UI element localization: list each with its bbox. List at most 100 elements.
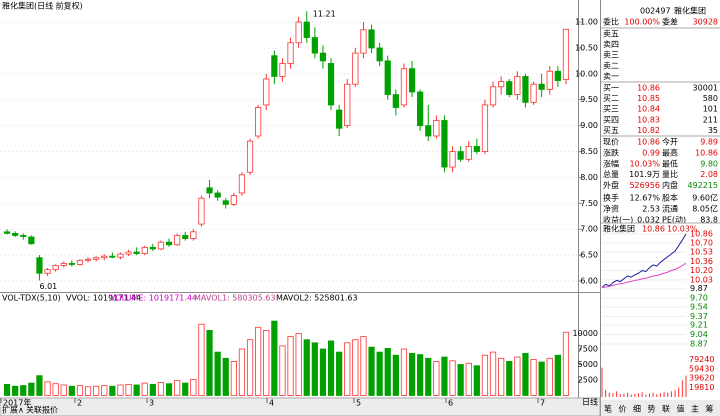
candle-body [562, 28, 570, 80]
y-tick-label: 8.00 [580, 173, 598, 182]
y-tick-label: 10.03 [690, 275, 713, 284]
candle-body [554, 70, 561, 81]
volume-bar [165, 383, 173, 396]
stat-label: 流通 [662, 203, 678, 213]
mini-line [601, 233, 687, 288]
volume-bar [481, 354, 489, 396]
weibi: 委差 [662, 17, 678, 27]
candle-body [287, 42, 294, 64]
y-tick-label: 9.21 [690, 321, 708, 330]
candle-body [93, 257, 100, 260]
candle-body [133, 251, 140, 254]
candle-body [117, 253, 124, 258]
volume-bar [392, 354, 399, 396]
stat-value: 9.60亿 [692, 193, 718, 203]
volume-bar [125, 383, 132, 396]
footer-tab[interactable]: 关联报价 [26, 405, 58, 415]
volume-bar [20, 385, 27, 396]
stat-label: 外盘 [603, 180, 619, 190]
tab-bar [601, 400, 720, 416]
candle-body [68, 263, 75, 265]
candle-body [295, 21, 302, 44]
panel-tab[interactable]: 主 [691, 404, 699, 414]
volume-bar [36, 375, 43, 396]
volume-bar [400, 348, 408, 396]
y-tick-label: 6.00 [580, 277, 598, 286]
book-label: 买二 [603, 94, 619, 103]
volume-bar [109, 385, 116, 396]
candle-body [174, 235, 181, 246]
volume-bar [214, 351, 221, 396]
volume-bar [101, 385, 108, 396]
candle-body [368, 29, 375, 49]
stat-value: 83.8 [700, 215, 718, 224]
candle-body [263, 78, 270, 106]
volume-bar [230, 360, 237, 396]
panel-tab[interactable]: 价 [619, 405, 627, 414]
volume-bar [117, 384, 124, 396]
stat-label: 最低 [662, 158, 678, 168]
candle-body [246, 140, 254, 173]
volume-bar [336, 351, 343, 396]
volume-bar [489, 351, 497, 396]
volume-bar [352, 339, 359, 396]
candle-body [506, 81, 513, 95]
volume-bar [384, 347, 391, 396]
volume-bar [190, 378, 197, 396]
stat-label: 量比 [662, 169, 678, 179]
candle-body [230, 195, 237, 205]
volume-bar [52, 383, 59, 396]
book-volume: 211 [703, 115, 718, 124]
candle-body [12, 232, 19, 236]
y-tick-label: 10.86 [690, 230, 713, 239]
panel-tab[interactable]: 联 [662, 405, 670, 414]
high-annotation: 11.21 [313, 10, 336, 19]
book-volume: 35 [708, 126, 718, 135]
volume-bar [473, 365, 480, 396]
volume-bar [514, 356, 521, 396]
y-tick-label: 7.00 [580, 225, 598, 234]
y-tick-label: 9.70 [690, 294, 708, 303]
volume-bar [133, 384, 140, 396]
panel-tab[interactable]: 细 [633, 404, 641, 414]
volume-bar [246, 339, 254, 396]
candle-body [465, 145, 472, 160]
book-price: 10.85 [637, 94, 660, 103]
period[interactable]: 日线 [582, 397, 598, 407]
candle-body [206, 187, 213, 194]
mini-change: 10.03% [667, 225, 698, 234]
stat-label: 涨跌 [603, 147, 619, 157]
volume-bar [457, 364, 464, 396]
candle-body [190, 231, 197, 239]
book-label: 买三 [603, 105, 619, 114]
candle-body [60, 263, 67, 266]
candle-body [3, 231, 11, 234]
date-label: 4 [269, 399, 274, 408]
panel-tab[interactable]: 值 [677, 404, 685, 414]
y-tick-label: 9.37 [690, 312, 708, 321]
stat-value: 2.53 [642, 204, 660, 213]
volume-bar [522, 352, 529, 396]
candle-body [546, 70, 553, 90]
candle-body [149, 246, 156, 250]
panel-tab[interactable]: 势 [648, 404, 656, 414]
y-tick-label: 9.04 [690, 330, 708, 339]
candle-body [165, 241, 173, 246]
candle-body [425, 125, 432, 137]
y-tick-label: 10.36 [690, 257, 713, 266]
y2-tick-label: 59430 [689, 364, 714, 373]
volume-bar [368, 346, 375, 396]
footer-tab[interactable]: 扩展∧ [2, 405, 24, 415]
volume-bar [506, 360, 513, 396]
weibi: 委比 [603, 17, 619, 27]
candle-body [392, 94, 399, 108]
date-label: 2 [77, 399, 82, 408]
panel-tab[interactable]: 笔 [604, 404, 612, 414]
candle-body [522, 76, 529, 103]
stat-value: 9.89 [700, 138, 718, 147]
panel-tab[interactable]: 筹 [706, 404, 714, 414]
volume-bar [546, 357, 553, 396]
book-price: 10.82 [637, 126, 660, 135]
date-label: 6 [448, 399, 453, 408]
book-volume: 30001 [693, 84, 718, 93]
